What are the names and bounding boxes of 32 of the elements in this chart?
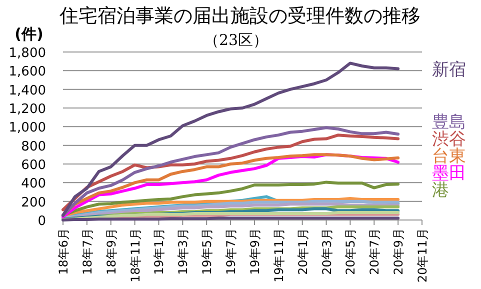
x-tick-label: 19年3月 bbox=[176, 228, 190, 275]
y-tick-label: 1,000 bbox=[8, 120, 46, 136]
x-tick-label: 18年11月 bbox=[128, 228, 142, 283]
chart-title: 住宅宿泊事業の届出施設の受理件数の推移 bbox=[58, 5, 420, 27]
chart-subtitle: （23区） bbox=[204, 31, 268, 49]
x-tick-label: 20年5月 bbox=[344, 228, 358, 275]
y-tick-label: 1,800 bbox=[8, 46, 46, 61]
x-tick-label: 19年5月 bbox=[200, 228, 214, 275]
y-tick-label: 1,200 bbox=[8, 102, 46, 117]
x-tick-label: 20年7月 bbox=[368, 228, 382, 275]
y-tick-label: 800 bbox=[21, 139, 46, 154]
y-axis-title: (件) bbox=[14, 25, 44, 43]
text: 港 bbox=[432, 180, 449, 200]
x-tick-label: 19年9月 bbox=[248, 228, 262, 275]
y-tick-label: 1,600 bbox=[8, 64, 46, 80]
series-label: 新宿 bbox=[432, 60, 466, 80]
x-tick-label: 18年9月 bbox=[104, 228, 118, 275]
y-tick-label: 400 bbox=[21, 176, 46, 192]
x-tick-label: 18年7月 bbox=[80, 228, 94, 275]
y-tick-label: 1,400 bbox=[8, 83, 46, 98]
y-tick-label: 600 bbox=[21, 158, 46, 173]
x-tick-label: 20年9月 bbox=[392, 228, 406, 275]
x-tick-label: 19年1月 bbox=[152, 228, 166, 275]
y-tick-label: 0 bbox=[38, 214, 46, 229]
x-tick-label: 20年11月 bbox=[416, 228, 430, 283]
series-label: 台東 bbox=[432, 146, 466, 166]
x-tick-label: 18年6月 bbox=[56, 228, 70, 275]
x-tick-label: 19年7月 bbox=[224, 228, 238, 275]
x-tick-label: 20年1月 bbox=[296, 228, 310, 275]
y-tick-label: 200 bbox=[21, 195, 46, 210]
x-tick-label: 20年3月 bbox=[320, 228, 334, 275]
x-tick-label: 19年11月 bbox=[272, 228, 286, 283]
